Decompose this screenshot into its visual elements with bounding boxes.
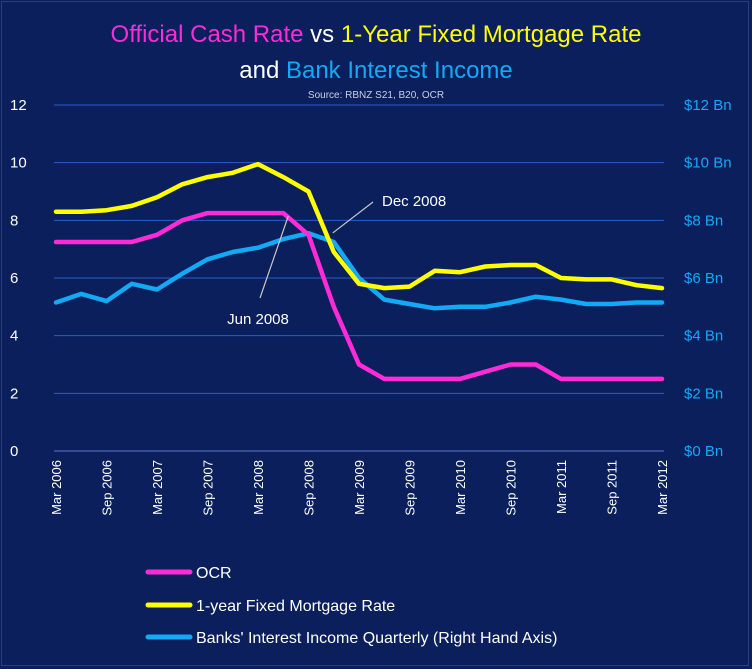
gridlines [54,104,664,452]
x-tick-label: Sep 2010 [504,460,519,516]
right-tick-label: $4 Bn [684,328,723,345]
x-tick-label: Sep 2011 [605,460,620,515]
annotations: Dec 2008 Jun 2008 [227,193,446,328]
x-tick-label: Mar 2012 [655,460,670,515]
x-axis: Mar 2006 Sep 2006 Mar 2007 Sep 2007 Mar 2008… [49,460,670,516]
x-tick-label: Sep 2008 [302,460,317,516]
chart-title-line-1: Official Cash Rate vs 1-Year Fixed Mortg… [111,21,642,48]
annotation-leader [332,201,374,234]
chart-title-line-2: and Bank Interest Income [239,57,513,84]
x-tick-label: Mar 2009 [352,460,367,515]
legend-label: 1-year Fixed Mortgage Rate [196,598,395,615]
series-line-1 [53,161,665,291]
left-tick-label: 2 [10,385,18,402]
x-tick-label: Mar 2007 [150,460,165,515]
x-tick-label: Mar 2006 [49,460,64,515]
right-axis: $0 Bn $2 Bn $4 Bn $6 Bn $8 Bn $10 Bn $12 Bn [684,97,732,460]
legend-label: OCR [196,565,232,582]
title-and: and [239,57,286,84]
right-tick-label: $6 Bn [684,270,723,287]
left-axis: 0 2 4 6 8 10 12 [10,97,27,460]
x-tick-label: Mar 2011 [554,460,569,514]
title-mortgage: 1-Year Fixed Mortgage Rate [341,21,642,48]
right-tick-label: $10 Bn [684,155,732,172]
series-layer [53,161,665,382]
left-tick-label: 10 [10,155,27,172]
x-tick-label: Sep 2007 [201,460,216,516]
legend: OCR 1-year Fixed Mortgage Rate Banks' Inte… [145,565,557,647]
annotation-label: Dec 2008 [382,193,446,210]
chart-source: Source: RBNZ S21, B20, OCR [308,90,444,101]
annotation-leader [259,215,289,299]
annotation-label: Jun 2008 [227,311,289,328]
legend-label: Banks' Interest Income Quarterly (Right … [196,630,557,647]
title-income: Bank Interest Income [286,57,513,84]
x-tick-label: Sep 2009 [403,460,418,516]
series-line-0 [53,210,665,382]
left-tick-label: 4 [10,328,18,345]
title-ocr: Official Cash Rate [111,21,304,48]
left-tick-label: 6 [10,270,18,287]
left-tick-label: 12 [10,97,27,114]
right-tick-label: $0 Bn [684,443,723,460]
left-tick-label: 8 [10,212,18,229]
series-line-2 [53,231,665,311]
x-tick-label: Sep 2006 [100,460,115,516]
right-tick-label: $12 Bn [684,97,732,114]
title-vs: vs [304,21,341,48]
left-tick-label: 0 [10,443,18,460]
right-tick-label: $2 Bn [684,385,723,402]
right-tick-label: $8 Bn [684,212,723,229]
x-tick-label: Mar 2010 [453,460,468,515]
x-tick-label: Mar 2008 [251,460,266,515]
